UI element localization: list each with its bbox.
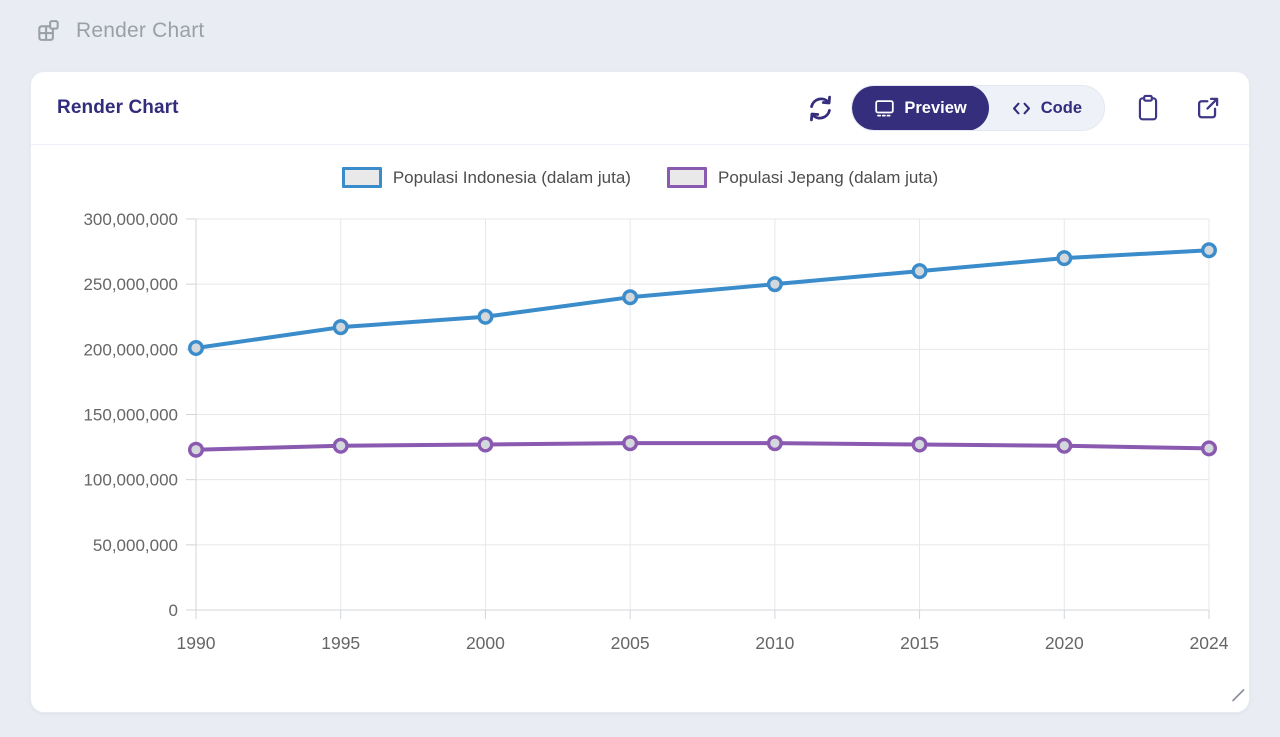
external-link-icon bbox=[1195, 95, 1221, 121]
tab-preview[interactable]: Preview bbox=[852, 86, 989, 130]
svg-text:1995: 1995 bbox=[321, 633, 360, 653]
svg-text:1990: 1990 bbox=[177, 633, 216, 653]
svg-text:150,000,000: 150,000,000 bbox=[83, 406, 178, 425]
chart-area: Populasi Indonesia (dalam juta) Populasi … bbox=[31, 145, 1249, 711]
legend-label: Populasi Jepang (dalam juta) bbox=[717, 167, 939, 187]
data-point[interactable] bbox=[911, 263, 928, 280]
svg-text:250,000,000: 250,000,000 bbox=[83, 275, 178, 294]
clipboard-icon bbox=[1135, 94, 1161, 122]
data-point[interactable] bbox=[911, 436, 928, 453]
data-point[interactable] bbox=[1200, 440, 1217, 457]
blocks-icon bbox=[36, 18, 61, 43]
data-point[interactable] bbox=[187, 340, 204, 357]
svg-text:200,000,000: 200,000,000 bbox=[83, 340, 178, 359]
data-point[interactable] bbox=[622, 435, 639, 452]
x-axis-labels: 1990 1995 2000 2005 2010 2015 2020 2024 bbox=[177, 633, 1229, 653]
svg-text:100,000,000: 100,000,000 bbox=[83, 471, 178, 490]
data-point[interactable] bbox=[1056, 250, 1073, 267]
svg-text:0: 0 bbox=[169, 601, 178, 620]
svg-text:2000: 2000 bbox=[466, 633, 505, 653]
legend-swatch bbox=[666, 167, 707, 188]
render-chart-card: Render Chart bbox=[30, 71, 1250, 713]
axis-ticks bbox=[186, 218, 1210, 619]
data-point[interactable] bbox=[766, 435, 783, 452]
refresh-icon bbox=[806, 94, 835, 123]
legend-label: Populasi Indonesia (dalam juta) bbox=[392, 167, 631, 187]
card-toolbar: Preview Code bbox=[806, 85, 1221, 131]
legend-item-1[interactable]: Populasi Jepang (dalam juta) bbox=[666, 167, 939, 188]
view-toggle: Preview Code bbox=[851, 85, 1105, 131]
chart-canvas: 0 50,000,000 100,000,000 150,000,000 200,000… bbox=[83, 210, 1229, 653]
data-point[interactable] bbox=[477, 308, 494, 325]
card-title: Render Chart bbox=[57, 97, 179, 118]
svg-text:2024: 2024 bbox=[1190, 633, 1229, 653]
svg-text:2020: 2020 bbox=[1045, 633, 1084, 653]
svg-text:2005: 2005 bbox=[611, 633, 650, 653]
card-header: Render Chart bbox=[31, 72, 1249, 145]
data-point[interactable] bbox=[477, 436, 494, 453]
tab-code[interactable]: Code bbox=[989, 86, 1104, 130]
legend-item-0[interactable]: Populasi Indonesia (dalam juta) bbox=[341, 167, 631, 188]
legend-swatch bbox=[341, 167, 382, 188]
tab-preview-label: Preview bbox=[904, 98, 967, 117]
page-header: Render Chart bbox=[36, 18, 204, 43]
grid-lines bbox=[195, 218, 1210, 611]
page-title: Render Chart bbox=[76, 18, 205, 42]
copy-button[interactable] bbox=[1135, 94, 1161, 122]
monitor-icon bbox=[874, 98, 895, 119]
open-external-button[interactable] bbox=[1195, 95, 1221, 121]
resize-handle[interactable] bbox=[1230, 687, 1246, 708]
data-point[interactable] bbox=[187, 441, 204, 458]
series-0 bbox=[187, 242, 1217, 357]
data-point[interactable] bbox=[332, 437, 349, 454]
data-point[interactable] bbox=[1056, 437, 1073, 454]
chart-legend: Populasi Indonesia (dalam juta) Populasi … bbox=[31, 167, 1249, 188]
y-axis-labels: 0 50,000,000 100,000,000 150,000,000 200,000… bbox=[83, 210, 178, 620]
series-1 bbox=[187, 435, 1217, 458]
code-icon bbox=[1011, 98, 1032, 119]
svg-text:2015: 2015 bbox=[900, 633, 939, 653]
svg-text:300,000,000: 300,000,000 bbox=[83, 210, 178, 229]
refresh-button[interactable] bbox=[806, 94, 835, 123]
data-point[interactable] bbox=[332, 319, 349, 336]
data-point[interactable] bbox=[766, 276, 783, 293]
svg-text:50,000,000: 50,000,000 bbox=[93, 536, 178, 555]
data-point[interactable] bbox=[1200, 242, 1217, 259]
tab-code-label: Code bbox=[1040, 98, 1082, 117]
data-point[interactable] bbox=[622, 289, 639, 306]
svg-text:2010: 2010 bbox=[755, 633, 794, 653]
